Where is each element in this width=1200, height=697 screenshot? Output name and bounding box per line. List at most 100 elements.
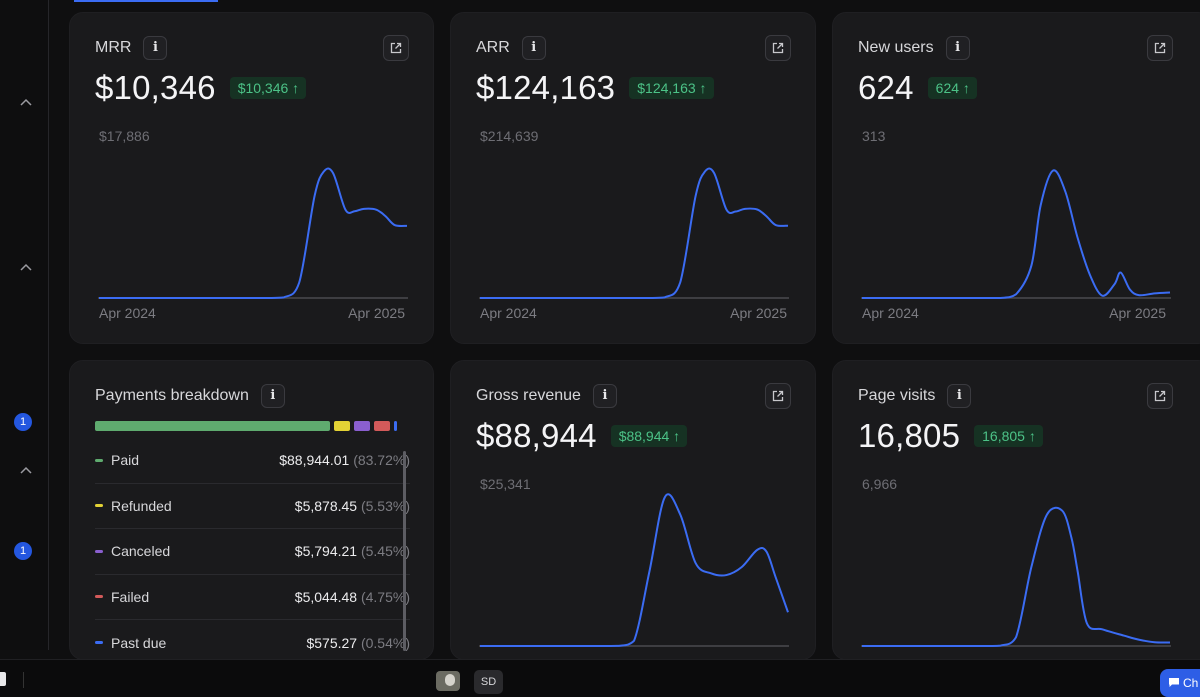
refunded-color-dot <box>95 504 103 508</box>
metric-value: 624 <box>858 69 914 106</box>
bottom-toolbar: SD Ch <box>0 659 1200 697</box>
page-visits-card: Page visits i 16,805 16,805 ↑ 6,966 <box>832 360 1200 660</box>
status-label: Canceled <box>111 543 171 560</box>
user-initials-avatar[interactable]: SD <box>474 670 503 694</box>
change-badge: $124,163 ↑ <box>629 77 714 99</box>
info-icon[interactable]: i <box>143 36 168 60</box>
metric-value: 16,805 <box>858 417 961 454</box>
status-label: Failed <box>111 588 150 605</box>
x-end-label: Apr 2025 <box>348 305 405 321</box>
external-link-icon[interactable] <box>765 383 791 409</box>
new-users-card: New users i 624 624 ↑ 313 Apr 2024 Apr 2… <box>832 12 1200 344</box>
avatar[interactable] <box>436 671 460 691</box>
metric-value: $124,163 <box>476 69 616 106</box>
info-icon[interactable]: i <box>521 36 546 60</box>
change-badge: $10,346 ↑ <box>229 77 307 99</box>
info-icon[interactable]: i <box>260 384 285 408</box>
x-start-label: Apr 2024 <box>480 305 537 321</box>
info-icon[interactable]: i <box>592 384 617 408</box>
chat-label: Ch <box>1183 676 1199 690</box>
x-end-label: Apr 2025 <box>730 305 787 321</box>
stacked-share-bar <box>95 421 397 431</box>
y-max-label: $214,639 <box>480 128 539 144</box>
share-segment <box>394 421 397 431</box>
list-item: Failed $5,044.48 (4.75%) <box>95 575 410 620</box>
line-chart <box>861 506 1171 647</box>
y-max-label: 6,966 <box>862 476 898 492</box>
failed-color-dot <box>95 595 103 599</box>
share-segment <box>374 421 390 431</box>
series-line <box>862 169 1171 299</box>
x-start-label: Apr 2024 <box>99 305 156 321</box>
notification-badge[interactable]: 1 <box>14 413 32 431</box>
change-badge: 16,805 ↑ <box>974 425 1043 447</box>
card-title: Gross revenue <box>476 387 581 404</box>
percentage: (0.54%) <box>360 634 410 651</box>
paid-color-dot <box>95 458 103 462</box>
card-title: Payments breakdown <box>95 387 249 404</box>
info-icon[interactable]: i <box>947 384 972 408</box>
change-badge: $88,944 ↑ <box>610 425 688 447</box>
series-line <box>480 493 789 647</box>
line-chart <box>479 167 789 299</box>
series-line <box>862 506 1171 647</box>
external-link-icon[interactable] <box>383 35 409 61</box>
y-max-label: $17,886 <box>99 128 150 144</box>
active-tab-indicator <box>74 0 218 2</box>
chevron-up-icon[interactable] <box>18 462 34 478</box>
info-icon[interactable]: i <box>945 36 970 60</box>
share-segment <box>334 421 350 431</box>
share-segment <box>354 421 370 431</box>
arr-card: ARR i $124,163 $124,163 ↑ $214,639 Apr 2… <box>450 12 816 344</box>
line-chart <box>479 493 789 647</box>
chevron-up-icon[interactable] <box>18 94 34 110</box>
card-title: Page visits <box>858 387 936 404</box>
chevron-up-icon[interactable] <box>18 259 34 275</box>
x-start-label: Apr 2024 <box>862 305 919 321</box>
status-label: Past due <box>111 634 167 651</box>
external-link-icon[interactable] <box>1147 383 1173 409</box>
panel-tab[interactable] <box>0 672 6 686</box>
share-segment <box>95 421 330 431</box>
external-link-icon[interactable] <box>765 35 791 61</box>
left-rail: 1 1 <box>0 0 49 650</box>
payments-breakdown-card: Payments breakdown i Paid $88,944.01 (83… <box>69 360 434 660</box>
percentage: (4.75%) <box>360 588 410 605</box>
payment-status-list: Paid $88,944.01 (83.72%) Refunded $5,878… <box>95 438 410 659</box>
y-max-label: 313 <box>862 128 886 144</box>
line-chart <box>861 169 1171 299</box>
amount: $5,044.48 <box>294 588 358 605</box>
gross-revenue-card: Gross revenue i $88,944 $88,944 ↑ $25,34… <box>450 360 816 660</box>
percentage: (5.45%) <box>360 543 410 560</box>
y-max-label: $25,341 <box>480 476 531 492</box>
amount: $5,878.45 <box>294 497 358 514</box>
amount: $575.27 <box>306 634 358 651</box>
scrollbar[interactable] <box>403 451 406 651</box>
status-label: Refunded <box>111 497 172 514</box>
metric-value: $10,346 <box>95 69 216 106</box>
series-line <box>99 167 408 299</box>
amount: $88,944.01 <box>279 452 350 469</box>
mrr-card: MRR i $10,346 $10,346 ↑ $17,886 Apr 2024… <box>69 12 434 344</box>
line-chart <box>98 167 408 299</box>
status-label: Paid <box>111 452 140 469</box>
list-item: Paid $88,944.01 (83.72%) <box>95 438 410 484</box>
chat-button[interactable]: Ch <box>1160 669 1200 697</box>
amount: $5,794.21 <box>294 543 358 560</box>
card-title: New users <box>858 39 934 56</box>
external-link-icon[interactable] <box>1147 35 1173 61</box>
list-item: Canceled $5,794.21 (5.45%) <box>95 529 410 575</box>
metric-value: $88,944 <box>476 417 597 454</box>
divider <box>23 672 24 688</box>
canceled-color-dot <box>95 549 103 553</box>
chat-icon <box>1169 678 1179 687</box>
percentage: (5.53%) <box>360 497 410 514</box>
x-end-label: Apr 2025 <box>1109 305 1166 321</box>
list-item: Past due $575.27 (0.54%) <box>95 620 410 659</box>
card-title: ARR <box>476 39 510 56</box>
notification-badge[interactable]: 1 <box>14 542 32 560</box>
list-item: Refunded $5,878.45 (5.53%) <box>95 484 410 529</box>
card-title: MRR <box>95 39 132 56</box>
change-badge: 624 ↑ <box>927 77 977 99</box>
series-line <box>480 167 789 299</box>
